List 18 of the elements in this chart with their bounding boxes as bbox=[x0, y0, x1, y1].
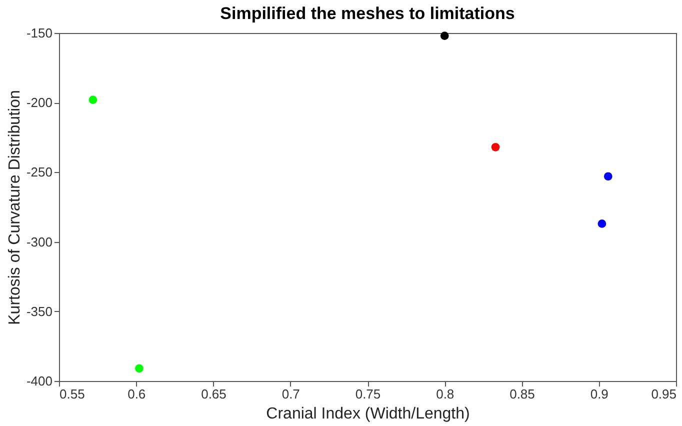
x-tick-label: 0.8 bbox=[436, 386, 454, 402]
x-tick-label: 0.55 bbox=[60, 386, 85, 402]
y-tick-label: -200 bbox=[26, 95, 52, 110]
x-tick-label: 0.75 bbox=[355, 386, 381, 402]
x-tick-label: 0.65 bbox=[201, 386, 226, 402]
y-tick-label: -150 bbox=[26, 26, 52, 40]
x-tick-label: 0.85 bbox=[510, 386, 535, 402]
y-tick-label: -350 bbox=[26, 304, 52, 319]
chart-title: Simpilified the meshes to limitations bbox=[220, 4, 515, 23]
y-tick-label: -300 bbox=[26, 234, 52, 250]
x-tick-label: 0.9 bbox=[590, 386, 608, 402]
y-axis-title: Kurtosis of Curvature Distribution bbox=[6, 90, 24, 325]
x-tick-label: 0.7 bbox=[282, 386, 300, 402]
x-tick-label: 0.95 bbox=[651, 386, 676, 402]
x-tick-label: 0.6 bbox=[128, 386, 146, 402]
y-tick-label: -400 bbox=[26, 374, 52, 388]
y-tick-label: -250 bbox=[26, 164, 52, 180]
x-axis-title: Cranial Index (Width/Length) bbox=[266, 406, 470, 422]
